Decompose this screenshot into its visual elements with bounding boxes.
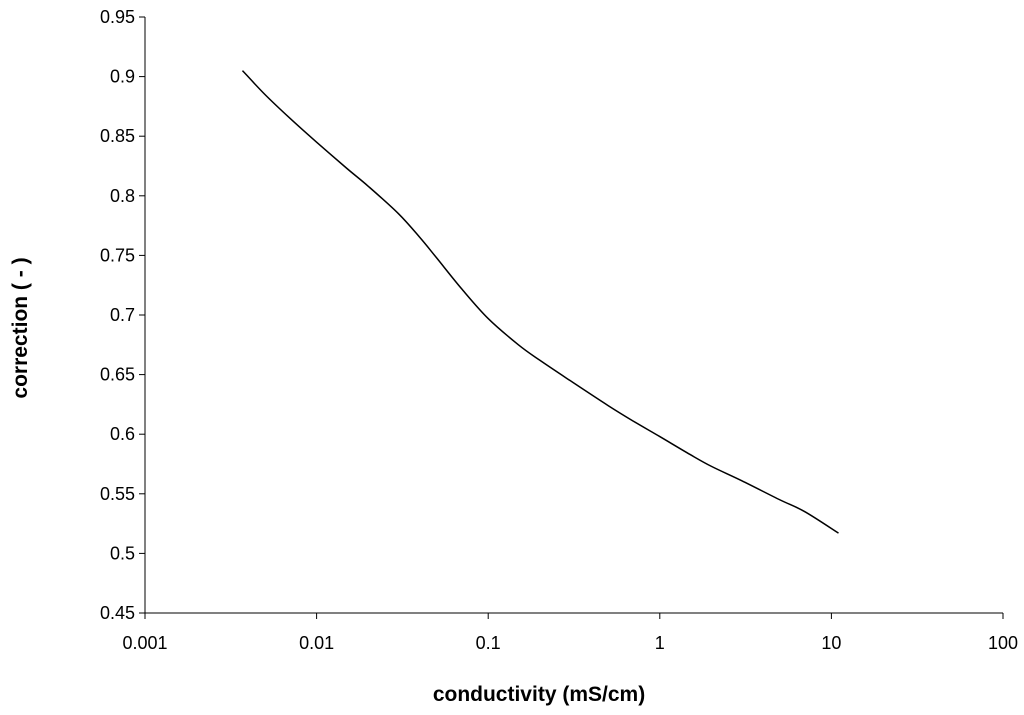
series-layer: [241, 70, 839, 534]
series-line: [241, 70, 839, 534]
x-tick-label: 0.01: [299, 633, 334, 653]
x-axis-ticks: 0.001 0.01 0.1 1 10 100: [122, 613, 1018, 653]
x-tick-label: 1: [655, 633, 665, 653]
y-tick-label: 0.55: [100, 484, 135, 504]
y-tick-label: 0.7: [110, 305, 135, 325]
x-tick-label: 0.001: [122, 633, 167, 653]
y-axis-title: correction ( - ): [9, 257, 32, 398]
y-tick-label: 0.85: [100, 126, 135, 146]
x-axis-title: conductivity (mS/cm): [433, 683, 645, 706]
x-tick-label: 100: [988, 633, 1018, 653]
axes: [144, 17, 1003, 614]
x-tick-label: 0.1: [476, 633, 501, 653]
y-tick-label: 0.75: [100, 245, 135, 265]
y-axis-ticks: 0.45 0.5 0.55 0.6 0.65 0.7 0.75 0.8 0.85 0.9 0.95: [100, 7, 145, 623]
y-tick-label: 0.5: [110, 543, 135, 563]
y-tick-label: 0.65: [100, 365, 135, 385]
y-tick-label: 0.6: [110, 424, 135, 444]
y-tick-label: 0.45: [100, 603, 135, 623]
y-tick-label: 0.95: [100, 7, 135, 27]
y-tick-label: 0.8: [110, 186, 135, 206]
y-tick-label: 0.9: [110, 67, 135, 87]
x-tick-label: 10: [821, 633, 841, 653]
